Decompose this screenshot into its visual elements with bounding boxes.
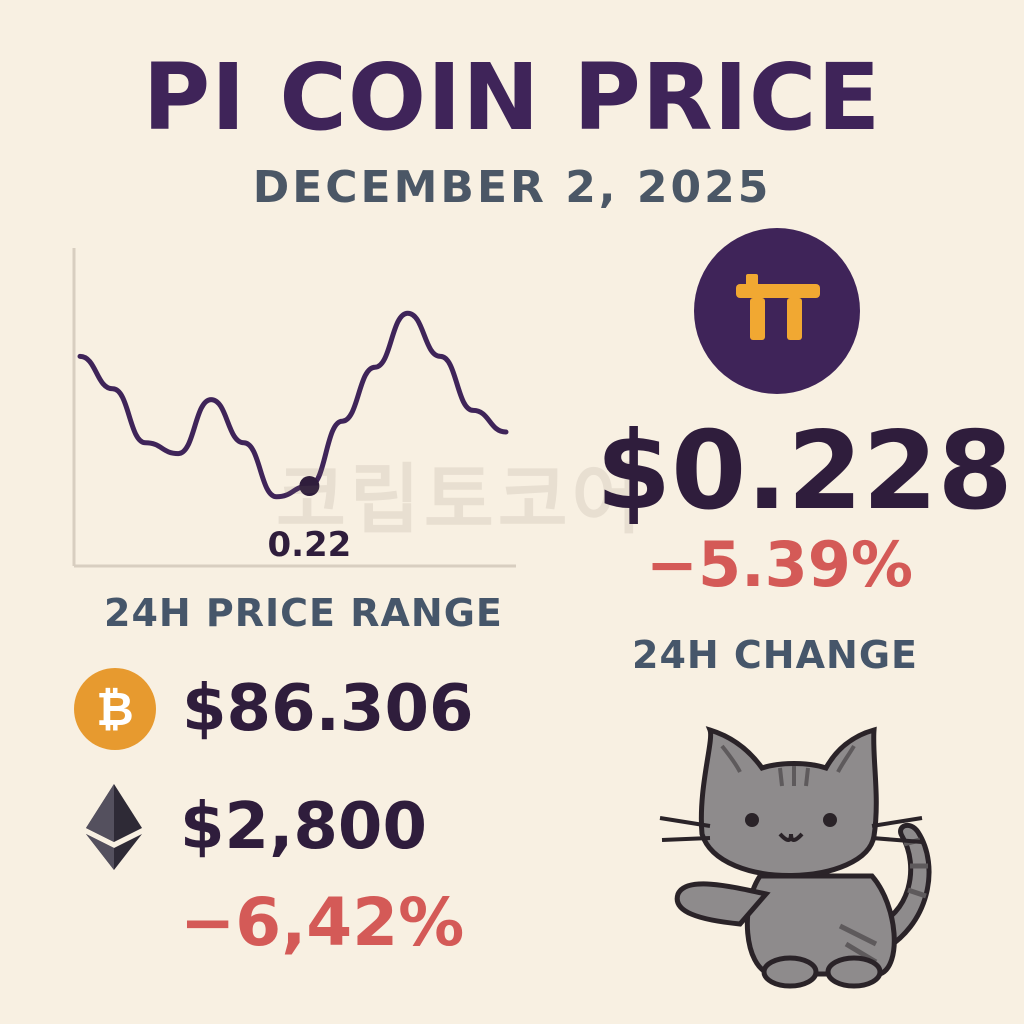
low-point-label: 0.22 xyxy=(267,525,351,565)
watermark-text: 코립토코어 xyxy=(276,455,646,544)
bitcoin-row: ₿ $86.306 xyxy=(74,668,474,750)
page-title: PI COIN PRICE xyxy=(142,44,882,151)
price-range-label: 24H PRICE RANGE xyxy=(104,591,503,635)
bitcoin-price: $86.306 xyxy=(182,672,474,746)
ethereum-price: $2,800 xyxy=(180,790,427,864)
low-point-marker xyxy=(299,476,320,496)
change-label: 24H CHANGE xyxy=(632,633,918,677)
bitcoin-icon: ₿ xyxy=(74,668,156,750)
ethereum-change: −6,42% xyxy=(180,884,465,961)
pi-price: $0.228 xyxy=(596,409,1013,534)
pi-network-logo-icon xyxy=(694,228,860,394)
date-subtitle: DECEMBER 2, 2025 xyxy=(252,162,772,213)
cat-illustration xyxy=(659,726,932,989)
price-line-chart: 0.22 xyxy=(72,248,516,568)
ethereum-icon xyxy=(86,784,142,870)
ethereum-row: $2,800 xyxy=(86,784,427,870)
pi-change-percent: −5.39% xyxy=(646,528,914,601)
price-series-line xyxy=(77,310,509,500)
